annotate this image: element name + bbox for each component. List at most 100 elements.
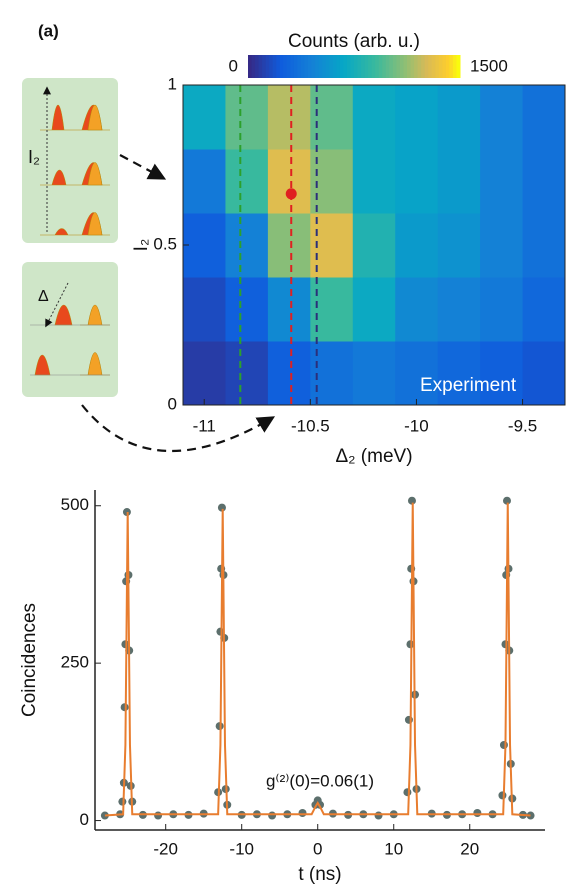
heatmap-cell (183, 277, 226, 342)
heatmap-cell (480, 341, 524, 406)
heatmap-cell (352, 341, 396, 406)
colorbar-segment (357, 55, 362, 78)
colorbar-segment (251, 55, 256, 78)
colorbar-segment (293, 55, 298, 78)
connector-arrow (81, 404, 276, 453)
heatmap-cell (225, 341, 269, 406)
annotation: Experiment (420, 375, 517, 396)
colorbar-segment (248, 55, 253, 78)
colorbar-segment (315, 55, 320, 78)
heatmap-cell (437, 277, 481, 342)
connector-arrow (119, 154, 167, 180)
colorbar-segment (435, 55, 440, 78)
y-axis-label: I₂ (131, 239, 152, 252)
heatmap-cell (183, 149, 226, 214)
data-point (374, 811, 383, 820)
heatmap-cell (183, 85, 226, 150)
colorbar-segment (286, 55, 291, 78)
colorbar-segment (368, 55, 373, 78)
heatmap-cell (395, 213, 439, 278)
colorbar-segment (382, 55, 387, 78)
colorbar-segment (325, 55, 330, 78)
heatmap-cell (522, 213, 566, 278)
heatmap-cell (522, 341, 566, 406)
heatmap-cell (352, 213, 396, 278)
colorbar-segment (255, 55, 260, 78)
x-axis-label: t (ns) (298, 864, 341, 885)
colorbar-title: Counts (arb. u.) (288, 31, 420, 52)
colorbar-segment (452, 55, 457, 78)
colorbar-segment (304, 55, 309, 78)
heatmap-cell (395, 149, 439, 214)
colorbar-segment (343, 55, 348, 78)
colorbar-segment (258, 55, 263, 78)
colorbar-segment (442, 55, 447, 78)
colorbar-segment (414, 55, 419, 78)
colorbar-segment (445, 55, 450, 78)
y-tick-label: 0 (80, 810, 89, 829)
colorbar-segment (322, 55, 327, 78)
heatmap-cell (352, 277, 396, 342)
colorbar-segment (283, 55, 288, 78)
heatmap-cell (267, 341, 311, 406)
colorbar-segment (421, 55, 426, 78)
colorbar-tick-label: 0 (229, 56, 238, 75)
x-tick-label: -9.5 (508, 416, 537, 435)
data-point (498, 791, 507, 800)
data-point (407, 496, 416, 505)
heatmap-cell (225, 85, 269, 150)
data-point (217, 503, 226, 512)
colorbar-segment (350, 55, 355, 78)
heatmap-cell (267, 277, 311, 342)
colorbar-segment (378, 55, 383, 78)
colorbar-segment (318, 55, 323, 78)
colorbar-segment (389, 55, 394, 78)
colorbar-tick-label: 1500 (470, 56, 508, 75)
heatmap-cell (352, 149, 396, 214)
heatmap-cell (437, 149, 481, 214)
heatmap-cell (267, 213, 311, 278)
colorbar-segment (332, 55, 337, 78)
heatmap-cell (267, 149, 311, 214)
data-point (473, 809, 482, 817)
colorbar-segment (424, 55, 429, 78)
colorbar-segment (392, 55, 397, 78)
y-tick-label: 0.5 (153, 234, 177, 253)
colorbar-segment (354, 55, 359, 78)
data-point (118, 797, 127, 806)
y-axis-label: Coincidences (19, 603, 40, 717)
heatmap-cell (437, 85, 481, 150)
colorbar-segment (339, 55, 344, 78)
y-tick-label: 1 (168, 74, 177, 93)
colorbar-segment (399, 55, 404, 78)
fit-line (104, 502, 531, 817)
colorbar-segment (417, 55, 422, 78)
colorbar-segment (308, 55, 313, 78)
colorbar-segment (346, 55, 351, 78)
colorbar-segment (396, 55, 401, 78)
x-tick-label: -10.5 (291, 416, 330, 435)
heatmap-cell (437, 341, 481, 406)
colorbar-segment (297, 55, 302, 78)
heatmap-cell (522, 277, 566, 342)
data-point (120, 703, 129, 712)
x-tick-label: -20 (153, 839, 178, 858)
colorbar-segment (438, 55, 443, 78)
panel-label: (a) (38, 21, 59, 40)
data-point (404, 715, 413, 724)
x-tick-label: 0 (313, 839, 322, 858)
y-tick-label: 250 (61, 653, 89, 672)
x-tick-label: -11 (193, 416, 216, 435)
marker-point (285, 188, 297, 200)
heatmap-cell (480, 213, 524, 278)
colorbar-segment (364, 55, 369, 78)
inset-box (22, 262, 118, 397)
inset-label: Δ (38, 288, 49, 305)
colorbar-segment (449, 55, 454, 78)
colorbar-segment (428, 55, 433, 78)
y-tick-label: 0 (168, 394, 177, 413)
colorbar-segment (407, 55, 412, 78)
data-point (499, 741, 508, 749)
colorbar-segment (431, 55, 436, 78)
